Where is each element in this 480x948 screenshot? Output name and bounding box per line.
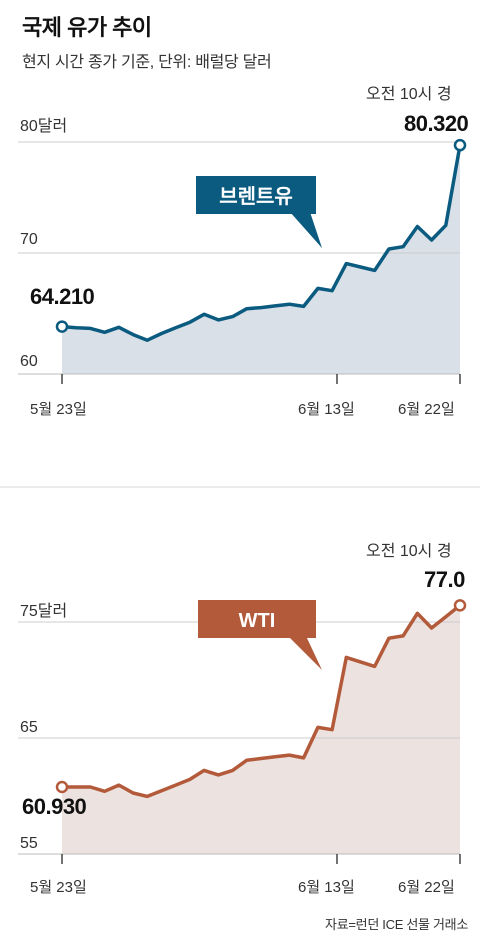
brent-xtick-end: 6월 22일 [398, 401, 455, 418]
brent-xtick-start: 5월 23일 [30, 401, 87, 418]
wti-line [60, 603, 462, 799]
wti-end-value: 77.0 [424, 567, 465, 592]
wti-xtick-start: 5월 23일 [30, 879, 87, 896]
brent-end-point [453, 138, 467, 152]
page-title: 국제 유가 추이 [22, 15, 152, 40]
brent-chart: 80달러 70 60 5월 23일 6월 13일 6월 22일 64.210 8… [18, 85, 469, 418]
brent-xtick-mid: 6월 13일 [298, 401, 355, 418]
wti-area [62, 605, 460, 854]
wti-series-name: WTI [239, 610, 276, 632]
brent-callout: 브렌트유 [196, 176, 322, 248]
wti-start-point [55, 780, 69, 794]
wti-callout: WTI [198, 600, 322, 670]
wti-ytick-bottom: 55 [20, 835, 38, 852]
brent-line [60, 143, 462, 342]
brent-start-point [55, 320, 69, 333]
wti-ytick-top: 75달러 [20, 602, 67, 620]
brent-ytick-mid: 70 [20, 231, 38, 248]
wti-end-time: 오전 10시 경 [366, 542, 452, 560]
wti-start-value: 60.930 [22, 794, 87, 819]
page-subtitle: 현지 시간 종가 기준, 단위: 배럴당 달러 [22, 54, 272, 71]
brent-area [62, 145, 460, 374]
brent-end-value: 80.320 [404, 111, 469, 136]
brent-ytick-bottom: 60 [20, 353, 38, 370]
wti-ytick-mid: 65 [20, 719, 38, 736]
wti-xtick-mid: 6월 13일 [298, 879, 355, 896]
wti-xtick-end: 6월 22일 [398, 879, 455, 896]
brent-start-value: 64.210 [30, 284, 95, 309]
brent-end-time: 오전 10시 경 [366, 85, 452, 103]
brent-series-name: 브렌트유 [219, 185, 293, 208]
wti-end-point [453, 599, 467, 612]
source-note: 자료=런던 ICE 선물 거래소 [325, 917, 468, 932]
brent-ytick-top: 80달러 [20, 117, 67, 135]
